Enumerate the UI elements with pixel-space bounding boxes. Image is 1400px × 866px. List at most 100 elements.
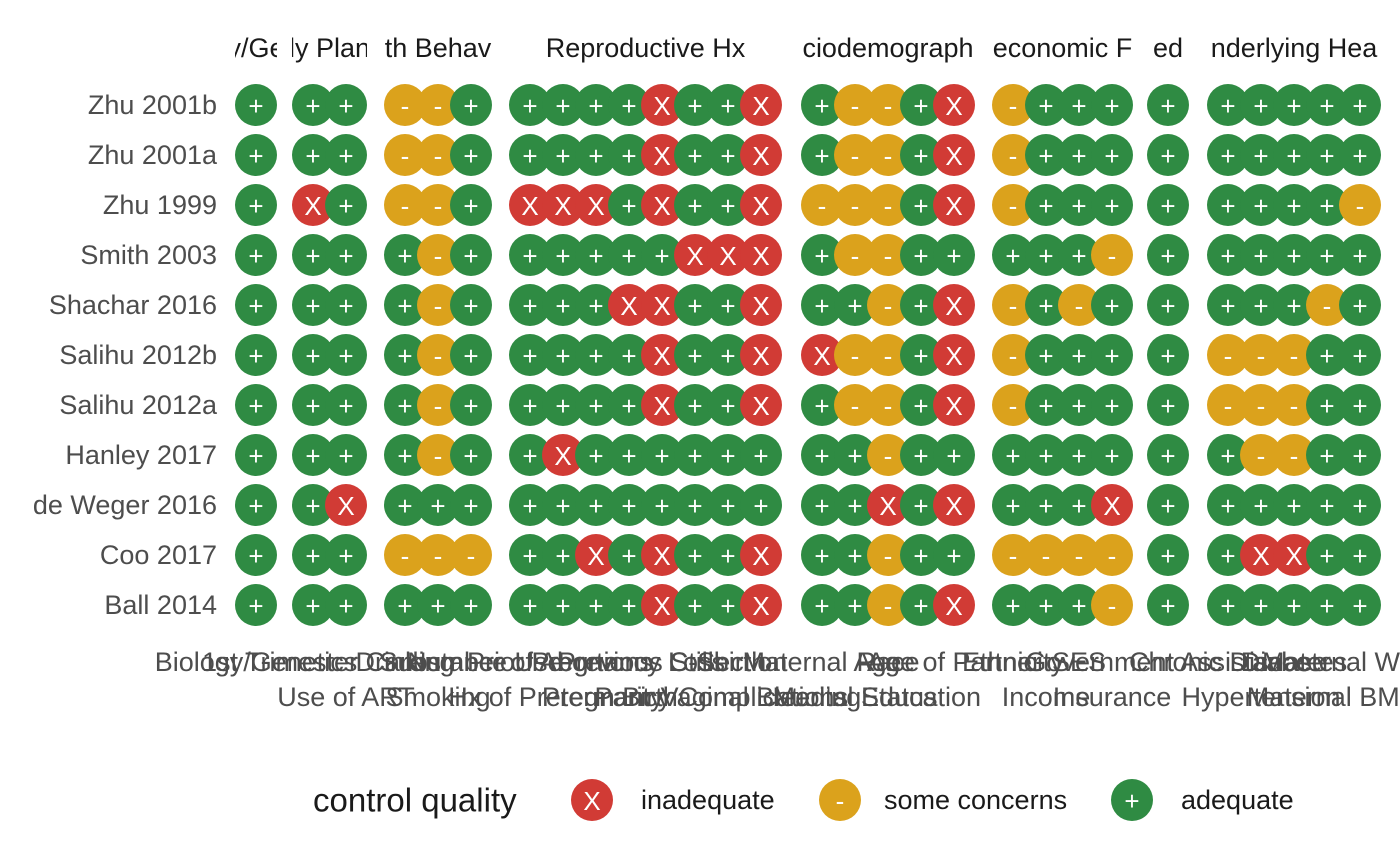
rating-symbol: + <box>1071 491 1086 521</box>
rating-symbol: + <box>588 591 603 621</box>
rating-symbol: + <box>621 491 636 521</box>
rating-symbol: + <box>1160 441 1175 471</box>
rating-symbol: + <box>1160 391 1175 421</box>
facet-points: + + + + + + + + + + + <box>1147 84 1189 626</box>
rating-point <box>834 434 876 476</box>
rating-point <box>384 334 426 376</box>
legend-label: some concerns <box>884 785 1067 815</box>
rating-symbol: + <box>1160 241 1175 271</box>
rating-point <box>542 384 584 426</box>
facet-title: ciodemograph <box>802 33 973 63</box>
rating-symbol: - <box>851 191 860 221</box>
rating-point <box>417 334 459 376</box>
rating-symbol: + <box>555 591 570 621</box>
rating-symbol: X <box>752 241 769 271</box>
rating-symbol: X <box>653 191 670 221</box>
rating-point <box>235 384 277 426</box>
rating-symbol: - <box>1224 341 1233 371</box>
legend-key-symbol: X <box>583 786 600 816</box>
rating-symbol: - <box>884 241 893 271</box>
rating-symbol: + <box>1319 391 1334 421</box>
rating-point <box>1273 534 1315 576</box>
rating-symbol: + <box>248 441 263 471</box>
column-label: Maternal Weight <box>1262 647 1400 677</box>
rating-symbol: - <box>851 91 860 121</box>
rating-symbol: + <box>1071 591 1086 621</box>
rating-point <box>608 184 650 226</box>
rating-point <box>1025 134 1067 176</box>
rating-point <box>1147 434 1189 476</box>
rating-point <box>1306 584 1348 626</box>
rating-point <box>1147 584 1189 626</box>
rating-symbol: + <box>814 541 829 571</box>
rating-symbol: + <box>397 291 412 321</box>
rating-point <box>1207 484 1249 526</box>
rating-point <box>801 584 843 626</box>
column-label: Diabetes <box>1241 647 1348 677</box>
rating-point <box>575 284 617 326</box>
rating-point <box>509 134 551 176</box>
rating-point <box>641 534 683 576</box>
rating-point <box>1240 584 1282 626</box>
facet-points: - - +- - +- - ++ - ++ - ++ - ++ - ++ - ++ + +- - -+ + + <box>384 84 492 626</box>
rating-point <box>674 234 716 276</box>
column-label: Vaginal Bleeding <box>661 682 862 712</box>
study-label: Zhu 2001b <box>88 90 217 120</box>
rating-point <box>325 234 367 276</box>
rating-symbol: + <box>1253 91 1268 121</box>
rating-symbol: + <box>338 141 353 171</box>
rating-symbol: + <box>847 491 862 521</box>
rating-point <box>1091 334 1133 376</box>
rating-symbol: + <box>397 241 412 271</box>
rating-point <box>292 134 334 176</box>
rating-point <box>1058 584 1100 626</box>
rating-point <box>740 184 782 226</box>
rating-symbol: + <box>1071 341 1086 371</box>
rating-symbol: + <box>814 241 829 271</box>
rating-point <box>384 134 426 176</box>
rating-point <box>509 284 551 326</box>
rating-point <box>641 484 683 526</box>
rating-point <box>1025 384 1067 426</box>
rating-symbol: + <box>1352 541 1367 571</box>
rating-symbol: X <box>752 291 769 321</box>
rating-point <box>292 284 334 326</box>
rating-symbol: + <box>305 491 320 521</box>
rating-point <box>1240 334 1282 376</box>
rating-symbol: + <box>1286 291 1301 321</box>
rating-point <box>834 384 876 426</box>
rating-symbol: + <box>1038 91 1053 121</box>
rating-point <box>1091 434 1133 476</box>
rating-symbol: - <box>1224 391 1233 421</box>
rating-point <box>1147 284 1189 326</box>
rating-symbol: - <box>434 241 443 271</box>
rating-symbol: + <box>588 391 603 421</box>
rating-point <box>707 284 749 326</box>
rating-point <box>1240 284 1282 326</box>
rating-symbol: - <box>851 391 860 421</box>
rating-symbol: - <box>434 291 443 321</box>
rating-symbol: + <box>463 341 478 371</box>
rating-point <box>641 384 683 426</box>
facet-title-group: ciodemograph <box>802 33 973 63</box>
column-label: SES <box>1052 647 1106 677</box>
rating-symbol: + <box>621 441 636 471</box>
rating-symbol: - <box>1257 391 1266 421</box>
rating-point <box>417 184 459 226</box>
rating-symbol: + <box>338 291 353 321</box>
facet-title: th Behav <box>385 33 492 63</box>
rating-point <box>1207 434 1249 476</box>
rating-symbol: + <box>847 591 862 621</box>
rating-point <box>292 484 334 526</box>
study-labels: Zhu 2001b Zhu 2001a Zhu 1999 Smith 2003 Shac… <box>33 90 218 620</box>
rating-point <box>801 434 843 476</box>
rating-point <box>1058 534 1100 576</box>
facet-title: y/Ge <box>227 33 284 63</box>
rating-symbol: + <box>555 141 570 171</box>
rating-point <box>801 334 843 376</box>
rating-point <box>384 384 426 426</box>
rating-symbol: + <box>397 591 412 621</box>
rating-point <box>740 84 782 126</box>
column-label: Hx of Preterm Birth <box>448 682 678 712</box>
rating-symbol: + <box>1220 191 1235 221</box>
